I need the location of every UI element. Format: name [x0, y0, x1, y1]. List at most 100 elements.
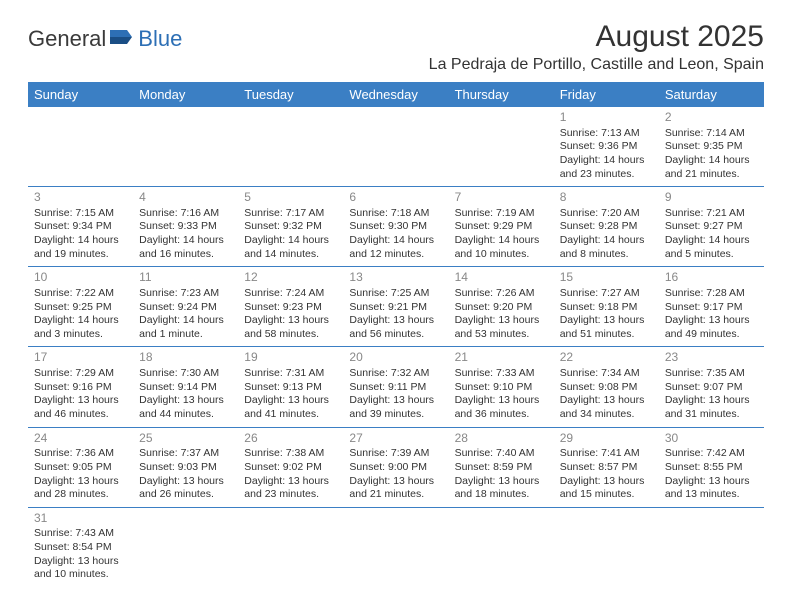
daylight-text: Daylight: 14 hours — [34, 314, 127, 328]
daylight-text: Daylight: 13 hours — [665, 475, 758, 489]
calendar-cell — [449, 507, 554, 587]
daylight-text: Daylight: 14 hours — [455, 234, 548, 248]
day-number: 29 — [560, 431, 653, 447]
daylight-text: and 23 minutes. — [244, 488, 337, 502]
daylight-text: and 31 minutes. — [665, 408, 758, 422]
day-number: 28 — [455, 431, 548, 447]
daylight-text: and 58 minutes. — [244, 328, 337, 342]
daylight-text: Daylight: 13 hours — [560, 394, 653, 408]
sunrise-text: Sunrise: 7:18 AM — [349, 207, 442, 221]
sunrise-text: Sunrise: 7:38 AM — [244, 447, 337, 461]
sunrise-text: Sunrise: 7:42 AM — [665, 447, 758, 461]
calendar-cell: 23Sunrise: 7:35 AMSunset: 9:07 PMDayligh… — [659, 347, 764, 427]
day-number: 10 — [34, 270, 127, 286]
sunset-text: Sunset: 9:30 PM — [349, 220, 442, 234]
location: La Pedraja de Portillo, Castille and Leo… — [429, 56, 764, 74]
sunset-text: Sunset: 9:10 PM — [455, 381, 548, 395]
sunset-text: Sunset: 9:36 PM — [560, 140, 653, 154]
sunset-text: Sunset: 9:33 PM — [139, 220, 232, 234]
daylight-text: and 51 minutes. — [560, 328, 653, 342]
logo-flag-icon — [110, 26, 136, 52]
sunset-text: Sunset: 9:02 PM — [244, 461, 337, 475]
calendar-cell: 27Sunrise: 7:39 AMSunset: 9:00 PMDayligh… — [343, 427, 448, 507]
sunrise-text: Sunrise: 7:28 AM — [665, 287, 758, 301]
daylight-text: and 16 minutes. — [139, 248, 232, 262]
calendar-cell: 22Sunrise: 7:34 AMSunset: 9:08 PMDayligh… — [554, 347, 659, 427]
calendar-cell: 26Sunrise: 7:38 AMSunset: 9:02 PMDayligh… — [238, 427, 343, 507]
sunset-text: Sunset: 9:16 PM — [34, 381, 127, 395]
sunset-text: Sunset: 9:29 PM — [455, 220, 548, 234]
daylight-text: and 19 minutes. — [34, 248, 127, 262]
calendar-cell: 20Sunrise: 7:32 AMSunset: 9:11 PMDayligh… — [343, 347, 448, 427]
calendar-cell: 13Sunrise: 7:25 AMSunset: 9:21 PMDayligh… — [343, 267, 448, 347]
daylight-text: Daylight: 14 hours — [349, 234, 442, 248]
header: General Blue August 2025 La Pedraja de P… — [28, 20, 764, 74]
calendar-row: 10Sunrise: 7:22 AMSunset: 9:25 PMDayligh… — [28, 267, 764, 347]
calendar-cell: 29Sunrise: 7:41 AMSunset: 8:57 PMDayligh… — [554, 427, 659, 507]
day-number: 22 — [560, 350, 653, 366]
sunrise-text: Sunrise: 7:29 AM — [34, 367, 127, 381]
sunrise-text: Sunrise: 7:22 AM — [34, 287, 127, 301]
daylight-text: and 10 minutes. — [455, 248, 548, 262]
daylight-text: Daylight: 13 hours — [349, 314, 442, 328]
calendar-cell — [238, 107, 343, 187]
day-number: 8 — [560, 190, 653, 206]
sunset-text: Sunset: 9:28 PM — [560, 220, 653, 234]
daylight-text: Daylight: 13 hours — [34, 394, 127, 408]
calendar-table: Sunday Monday Tuesday Wednesday Thursday… — [28, 82, 764, 587]
day-number: 2 — [665, 110, 758, 126]
daylight-text: Daylight: 13 hours — [455, 394, 548, 408]
sunrise-text: Sunrise: 7:33 AM — [455, 367, 548, 381]
sunset-text: Sunset: 9:14 PM — [139, 381, 232, 395]
day-number: 7 — [455, 190, 548, 206]
day-number: 19 — [244, 350, 337, 366]
sunset-text: Sunset: 8:57 PM — [560, 461, 653, 475]
calendar-cell — [343, 107, 448, 187]
sunrise-text: Sunrise: 7:20 AM — [560, 207, 653, 221]
sunrise-text: Sunrise: 7:24 AM — [244, 287, 337, 301]
daylight-text: Daylight: 13 hours — [560, 314, 653, 328]
day-number: 23 — [665, 350, 758, 366]
sunrise-text: Sunrise: 7:34 AM — [560, 367, 653, 381]
daylight-text: Daylight: 13 hours — [244, 394, 337, 408]
daylight-text: Daylight: 13 hours — [665, 314, 758, 328]
calendar-row: 3Sunrise: 7:15 AMSunset: 9:34 PMDaylight… — [28, 187, 764, 267]
day-header: Sunday — [28, 82, 133, 107]
day-number: 3 — [34, 190, 127, 206]
sunset-text: Sunset: 9:13 PM — [244, 381, 337, 395]
daylight-text: Daylight: 14 hours — [139, 314, 232, 328]
day-number: 14 — [455, 270, 548, 286]
calendar-cell: 12Sunrise: 7:24 AMSunset: 9:23 PMDayligh… — [238, 267, 343, 347]
daylight-text: Daylight: 13 hours — [455, 314, 548, 328]
daylight-text: and 44 minutes. — [139, 408, 232, 422]
calendar-cell: 7Sunrise: 7:19 AMSunset: 9:29 PMDaylight… — [449, 187, 554, 267]
sunrise-text: Sunrise: 7:32 AM — [349, 367, 442, 381]
calendar-cell: 31Sunrise: 7:43 AMSunset: 8:54 PMDayligh… — [28, 507, 133, 587]
calendar-row: 17Sunrise: 7:29 AMSunset: 9:16 PMDayligh… — [28, 347, 764, 427]
daylight-text: and 15 minutes. — [560, 488, 653, 502]
daylight-text: and 10 minutes. — [34, 568, 127, 582]
day-number: 24 — [34, 431, 127, 447]
calendar-cell: 9Sunrise: 7:21 AMSunset: 9:27 PMDaylight… — [659, 187, 764, 267]
sunset-text: Sunset: 9:11 PM — [349, 381, 442, 395]
calendar-cell: 1Sunrise: 7:13 AMSunset: 9:36 PMDaylight… — [554, 107, 659, 187]
daylight-text: and 14 minutes. — [244, 248, 337, 262]
calendar-cell — [133, 107, 238, 187]
daylight-text: and 23 minutes. — [560, 168, 653, 182]
daylight-text: Daylight: 13 hours — [34, 555, 127, 569]
calendar-cell — [343, 507, 448, 587]
logo: General Blue — [28, 26, 182, 52]
sunrise-text: Sunrise: 7:23 AM — [139, 287, 232, 301]
daylight-text: Daylight: 13 hours — [244, 314, 337, 328]
calendar-cell: 17Sunrise: 7:29 AMSunset: 9:16 PMDayligh… — [28, 347, 133, 427]
daylight-text: Daylight: 13 hours — [665, 394, 758, 408]
calendar-cell: 11Sunrise: 7:23 AMSunset: 9:24 PMDayligh… — [133, 267, 238, 347]
daylight-text: Daylight: 13 hours — [349, 475, 442, 489]
daylight-text: and 26 minutes. — [139, 488, 232, 502]
daylight-text: and 28 minutes. — [34, 488, 127, 502]
day-number: 13 — [349, 270, 442, 286]
daylight-text: Daylight: 14 hours — [665, 234, 758, 248]
calendar-cell — [659, 507, 764, 587]
calendar-cell: 21Sunrise: 7:33 AMSunset: 9:10 PMDayligh… — [449, 347, 554, 427]
daylight-text: Daylight: 14 hours — [560, 154, 653, 168]
